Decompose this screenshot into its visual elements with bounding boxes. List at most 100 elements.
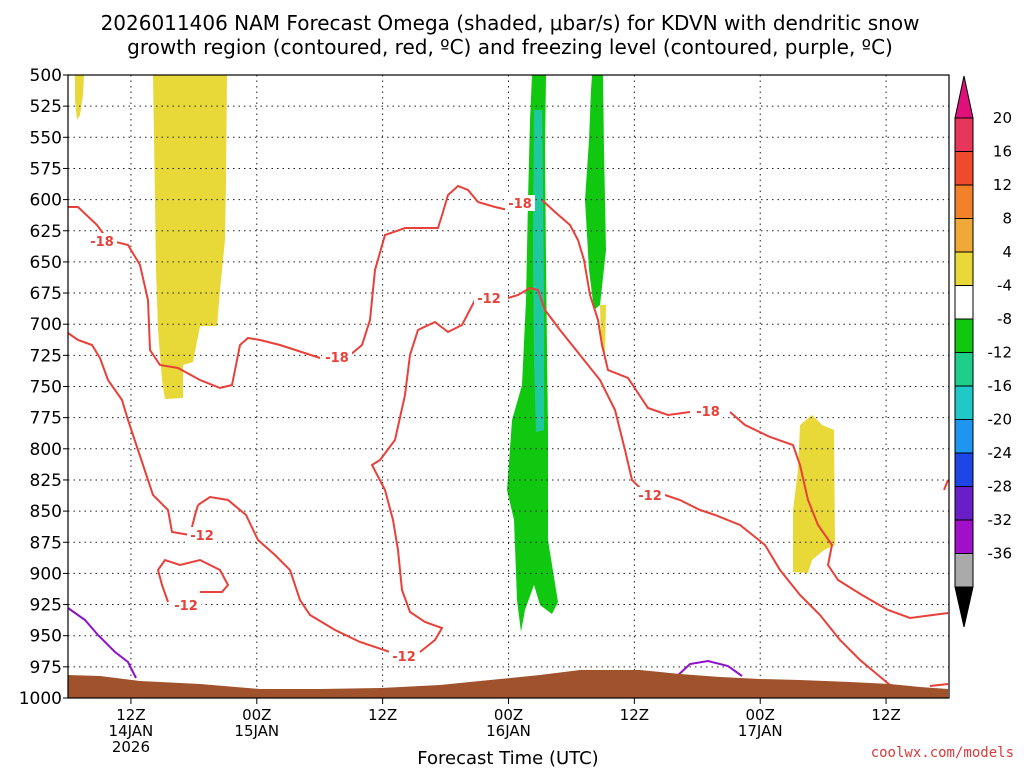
omega-green-plume bbox=[507, 75, 558, 632]
contour-label: -12 bbox=[190, 529, 214, 544]
y-axis: 500 525 550 575 600 625 650 675 700 725 750 775 800 8… bbox=[19, 66, 68, 709]
dgz-contour-line bbox=[507, 286, 643, 491]
contour-label-bg bbox=[187, 527, 217, 543]
contour-label-bg bbox=[635, 487, 665, 503]
colorbar-level-label: -28 bbox=[988, 478, 1013, 496]
y-tick-label: 675 bbox=[30, 284, 62, 304]
colorbar-segment bbox=[954, 117, 974, 152]
y-tick-label: 800 bbox=[30, 440, 62, 460]
colorbar-segment bbox=[954, 553, 974, 588]
colorbar-segment bbox=[954, 251, 974, 286]
contour-label: -18 bbox=[696, 405, 720, 420]
x-tick-year: 2026 bbox=[112, 738, 150, 756]
colorbar-level-label: -12 bbox=[988, 344, 1013, 362]
x-tick-hour: 12Z bbox=[620, 706, 649, 724]
x-tick-date: 14JAN bbox=[109, 722, 154, 740]
y-tick-label: 525 bbox=[30, 97, 62, 117]
colorbar: 20 16 12 8 4 -4 -8 -12 -16 -20 -24 -28 -32 -36 bbox=[954, 75, 1013, 628]
colorbar-level-label: -36 bbox=[988, 545, 1013, 563]
colorbar-segment bbox=[954, 452, 974, 487]
contour-label: -18 bbox=[325, 351, 349, 366]
freezing-contour-line bbox=[67, 607, 137, 679]
terrain-fill bbox=[68, 670, 948, 698]
y-tick-label: 750 bbox=[30, 378, 62, 398]
contour-label: -18 bbox=[90, 235, 114, 250]
dgz-contour-line bbox=[349, 184, 509, 356]
x-tick-hour: 12Z bbox=[116, 706, 145, 724]
chart-title-line2: growth region (contoured, red, ºC) and f… bbox=[127, 35, 893, 59]
x-tick-date: 16JAN bbox=[486, 722, 531, 740]
dgz-contour-line bbox=[197, 495, 391, 653]
contour-label: -12 bbox=[174, 599, 198, 614]
y-tick-label: 925 bbox=[30, 596, 62, 616]
contour-label-bg bbox=[389, 648, 419, 664]
dgz-contour-line bbox=[67, 332, 191, 536]
colorbar-segment bbox=[954, 352, 974, 387]
x-tick-date: 15JAN bbox=[234, 722, 279, 740]
colorbar-segment bbox=[954, 151, 974, 186]
contour-label-bg bbox=[693, 403, 723, 419]
freezing-contour-line bbox=[674, 659, 743, 679]
y-tick-label: 650 bbox=[30, 253, 62, 273]
x-axis-label: Forecast Time (UTC) bbox=[417, 748, 598, 768]
colorbar-segment bbox=[954, 318, 974, 353]
contour-label-bg bbox=[474, 290, 504, 306]
colorbar-level-label: -16 bbox=[988, 377, 1013, 395]
y-tick-label: 725 bbox=[30, 346, 62, 366]
colorbar-level-label: -32 bbox=[988, 511, 1013, 529]
colorbar-level-label: 4 bbox=[1002, 243, 1012, 261]
x-tick-hour: 00Z bbox=[494, 706, 523, 724]
colorbar-level-label: 8 bbox=[1002, 210, 1012, 228]
y-tick-label: 550 bbox=[30, 128, 62, 148]
chart-title-line1: 2026011406 NAM Forecast Omega (shaded, μ… bbox=[101, 11, 920, 35]
omega-green-plume bbox=[585, 75, 606, 310]
dgz-contour-line bbox=[943, 479, 949, 491]
y-tick-label: 775 bbox=[30, 409, 62, 429]
contour-label-bg bbox=[505, 195, 535, 211]
y-tick-label: 950 bbox=[30, 627, 62, 647]
dgz-contour-line bbox=[541, 199, 691, 417]
y-tick-label: 900 bbox=[30, 564, 62, 584]
colorbar-top-triangle bbox=[954, 75, 974, 119]
contour-label: -12 bbox=[477, 292, 501, 307]
dgz-contour-line bbox=[664, 494, 891, 686]
omega-yellow-patch bbox=[75, 75, 84, 120]
colorbar-bottom-triangle bbox=[954, 586, 974, 628]
x-tick-hour: 12Z bbox=[368, 706, 397, 724]
contour-label: -12 bbox=[638, 489, 662, 504]
colorbar-segment bbox=[954, 486, 974, 521]
contour-labels: -18 -18 -18 -18 -12 -12 -12 -12 -12 bbox=[87, 195, 723, 665]
y-tick-label: 825 bbox=[30, 471, 62, 491]
dgz-contour-line bbox=[370, 299, 476, 653]
colorbar-segment bbox=[954, 519, 974, 554]
y-tick-label: 500 bbox=[30, 66, 62, 86]
colorbar-segment bbox=[954, 385, 974, 420]
x-tick-hour: 12Z bbox=[871, 706, 900, 724]
dgz-contour-line bbox=[929, 683, 949, 687]
plot-area: -18 -18 -18 -18 -12 -12 -12 -12 -12 bbox=[67, 74, 950, 699]
dgz-contour-line bbox=[729, 411, 949, 620]
colorbar-segment bbox=[954, 285, 974, 320]
y-tick-label: 850 bbox=[30, 502, 62, 522]
omega-teal-core bbox=[533, 110, 544, 432]
contour-label-bg bbox=[87, 233, 117, 249]
colorbar-segment bbox=[954, 218, 974, 253]
y-tick-label: 975 bbox=[30, 658, 62, 678]
x-tick-hour: 00Z bbox=[746, 706, 775, 724]
omega-yellow-patch bbox=[600, 305, 606, 355]
colorbar-segment bbox=[954, 419, 974, 454]
x-tick-hour: 00Z bbox=[242, 706, 271, 724]
colorbar-level-label: -20 bbox=[988, 411, 1013, 429]
colorbar-level-label: -4 bbox=[997, 277, 1012, 295]
colorbar-level-label: 20 bbox=[993, 109, 1012, 127]
y-tick-label: 700 bbox=[30, 315, 62, 335]
contour-label: -18 bbox=[508, 197, 532, 212]
y-tick-label: 1000 bbox=[19, 689, 62, 709]
colorbar-level-label: 12 bbox=[993, 176, 1012, 194]
x-tick-date: 17JAN bbox=[738, 722, 783, 740]
contour-label: -12 bbox=[392, 650, 416, 665]
colorbar-level-label: 16 bbox=[993, 143, 1012, 161]
contour-label-bg bbox=[171, 597, 201, 613]
